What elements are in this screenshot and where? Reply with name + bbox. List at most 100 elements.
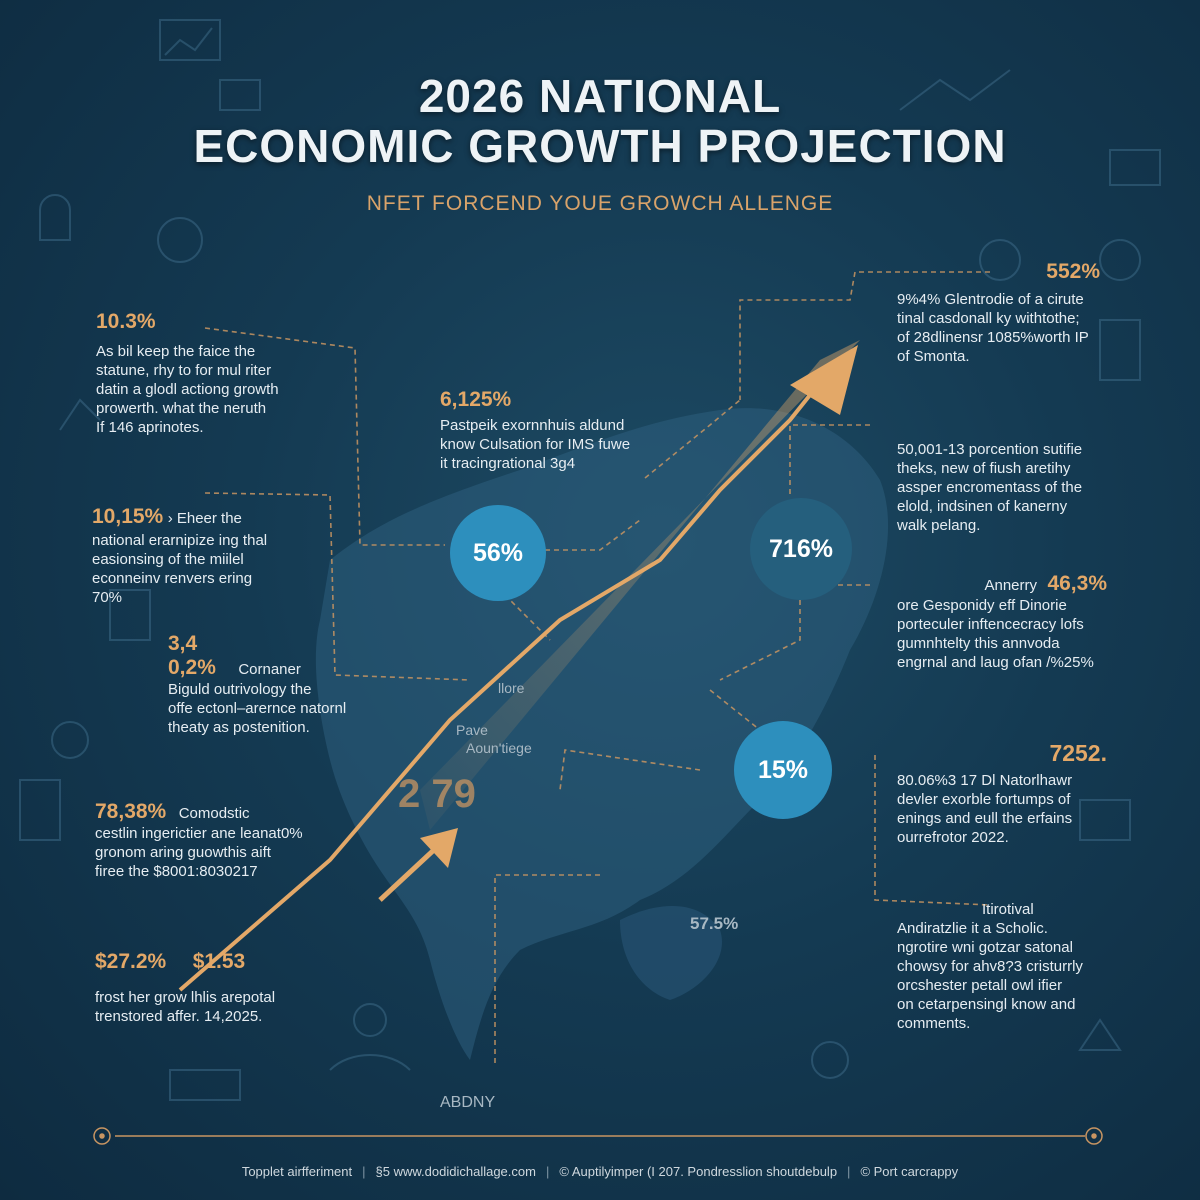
left-stat-1: 10.3% As bil keep the faice the statune,… [96, 310, 356, 437]
text-line: ngrotire wni gotzar satonal [897, 939, 1073, 956]
text-line: of 28dlinensr 1085%worth IP [897, 329, 1089, 346]
text-line: offe ectonl–arernce natornl [168, 700, 347, 717]
text-line: ore Gesponidy eff Dinorie [897, 597, 1067, 614]
map-label-country: Aoun'tiege [466, 740, 532, 756]
growth-beam [420, 340, 860, 830]
decorative-icons [19, 19, 1161, 1101]
footer-item-2[interactable]: §5 www.dodidichallage.com [375, 1164, 536, 1179]
title-line-1: 2026 NATIONAL [418, 70, 782, 122]
text-line: ourrefrotor 2022. [897, 829, 1009, 846]
text-line: walk pelang. [897, 517, 981, 534]
map-label-pave: Pave [456, 722, 488, 738]
left-stat-1-text: As bil keep the faice the statune, rhy t… [96, 342, 356, 437]
text-line: 80.06%3 17 Dl Natorlhawr [897, 772, 1073, 789]
text-line: devler exorble fortumps of [897, 791, 1071, 808]
left-stat-3: 3,4 0,2% Cornaner Biguld outrivology the… [168, 632, 428, 737]
text-line: easionsing of the miilel [92, 551, 244, 568]
text-line: it tracingrational 3g4 [440, 455, 576, 472]
circle-stat-2: 716% [750, 498, 852, 600]
text-line: statune, rhy to for mul riter [96, 362, 272, 379]
text-line: theks, new of fiush aretihy [897, 460, 1071, 477]
right-stat-5-text: Andiratzlie it a Scholic. ngrotire wni g… [897, 919, 1107, 1033]
text-line: elold, indsinen of kanerny [897, 498, 1068, 515]
right-stat-1-text: 9%4% Glentrodie of a cirute tinal casdon… [897, 290, 1107, 366]
center-stat-text: Pastpeik exornnhuis aldund know Culsatio… [440, 416, 680, 473]
right-stat-5-inline: Itirotival [982, 901, 1034, 918]
text-line: As bil keep the faice the [96, 343, 256, 360]
right-stat-1: 552% [885, 260, 1100, 284]
left-stat-1-value: 10.3% [96, 310, 156, 333]
map-label-store: llore [498, 680, 525, 696]
right-stat-4-value: 7252. [1049, 740, 1107, 766]
text-line: gumnhtelty this annvoda [897, 635, 1060, 652]
right-stat-3-text: ore Gesponidy eff Dinorie porteculer inf… [897, 596, 1107, 672]
text-line: comments. [897, 1015, 971, 1032]
circle-stat-1-label: 56% [472, 538, 524, 567]
text-line: national erarnipize ing thal [92, 532, 268, 549]
footer-separator: | [847, 1164, 851, 1179]
text-line: gronom aring guowthis aift [95, 844, 271, 861]
text-line: cestlin ingerictier ane leanat0% [95, 825, 303, 842]
left-stat-2-text: national erarnipize ing thal easionsing … [92, 531, 352, 607]
left-stat-3-value-2: 0,2% [168, 656, 216, 679]
right-stat-3: Annerry 46,3% ore Gesponidy eff Dinorie … [897, 572, 1107, 672]
text-line: If 146 aprinotes. [96, 419, 204, 436]
text-line: enings and eull the erfains [897, 810, 1073, 827]
text-line: theaty as postenition. [168, 719, 310, 736]
center-stat: 6,125% Pastpeik exornnhuis aldund know C… [440, 388, 680, 473]
footer-item-3: © Auptilyimper (I 207. Pondresslion shou… [559, 1164, 838, 1179]
center-stat-value: 6,125% [440, 388, 512, 411]
right-stat-3-inline: Annerry [984, 577, 1037, 594]
left-stat-3-text: Biguld outrivology the offe ectonl–arern… [168, 680, 428, 737]
text-line: tinal casdonall ky withtothe; [897, 310, 1080, 327]
left-stat-4-inline: Comodstic [178, 805, 250, 822]
right-stat-4: 7252. 80.06%3 17 Dl Natorlhawr devler ex… [897, 740, 1107, 847]
text-line: on cetarpensingl know and [897, 996, 1076, 1013]
left-stat-4-text: cestlin ingerictier ane leanat0% gronom … [95, 824, 355, 881]
text-line: know Culsation for IMS fuwe [440, 436, 631, 453]
text-line: orcshester petall owl ifier [897, 977, 1063, 994]
right-stat-5: Itirotival Andiratzlie it a Scholic. ngr… [897, 900, 1107, 1033]
divider-rule [93, 1127, 1103, 1145]
growth-small-arrow-head [420, 828, 458, 868]
left-stat-5: $27.2% $1.53 frost her grow lhlis arepot… [95, 950, 355, 1026]
growth-arrow-head [790, 345, 858, 415]
footer-separator: | [545, 1164, 550, 1179]
map-label-city: ABDNY [440, 1094, 496, 1111]
left-stat-2-inline: › Eheer the [167, 510, 242, 527]
left-stat-2: 10,15% › Eheer the national erarnipize i… [92, 505, 352, 607]
left-stat-3-value: 3,4 [168, 632, 198, 655]
text-line: 9%4% Glentrodie of a cirute [897, 291, 1084, 308]
right-stat-3-value: 46,3% [1047, 572, 1107, 595]
left-stat-2-value: 10,15% [92, 505, 164, 528]
connector-lines [204, 271, 991, 1065]
text-line: frost her grow lhlis arepotal [95, 989, 276, 1006]
left-stat-5-value-2: $1.53 [192, 950, 246, 973]
text-line: chowsy for ahv8?3 cristurrly [897, 958, 1083, 975]
growth-arrow-line [178, 368, 832, 992]
right-stat-1-value: 552% [1046, 260, 1100, 283]
text-line: prowerth. what the neruth [96, 400, 267, 417]
circle-stat-3-label: 15% [757, 755, 809, 784]
footer-item-4: © Port carcrappy [860, 1164, 959, 1179]
text-line: Pastpeik exornnhuis aldund [440, 417, 625, 434]
text-line: trenstored affer. 14,2025. [95, 1008, 263, 1025]
map-label-year: 2 79 [398, 772, 476, 816]
text-line: engrnal and laug ofan /%25% [897, 654, 1094, 671]
title-line-2: ECONOMIC GROWTH PROJECTION [193, 120, 1007, 172]
left-stat-5-value: $27.2% [95, 950, 167, 973]
left-stat-3-inline: Cornaner [238, 661, 301, 678]
text-line: econneinv renvers ering [92, 570, 253, 587]
text-line: assper encromentass of the [897, 479, 1083, 496]
left-stat-4-value: 78,38% [95, 800, 167, 823]
text-line: of Smonta. [897, 348, 970, 365]
text-line: porteculer inftencecracy lofs [897, 616, 1084, 633]
circle-stat-2-label: 716% [769, 534, 833, 563]
left-stat-4: 78,38% Comodstic cestlin ingerictier ane… [95, 800, 355, 881]
circle-stat-1: 56% [450, 505, 546, 601]
text-line: firee the $8001:8030217 [95, 863, 258, 880]
text-line: Biguld outrivology the [168, 681, 312, 698]
text-line: 70% [92, 589, 123, 606]
text-line: 50,001-13 porcention sutifie [897, 441, 1083, 458]
left-stat-5-text: frost her grow lhlis arepotal trenstored… [95, 988, 355, 1026]
